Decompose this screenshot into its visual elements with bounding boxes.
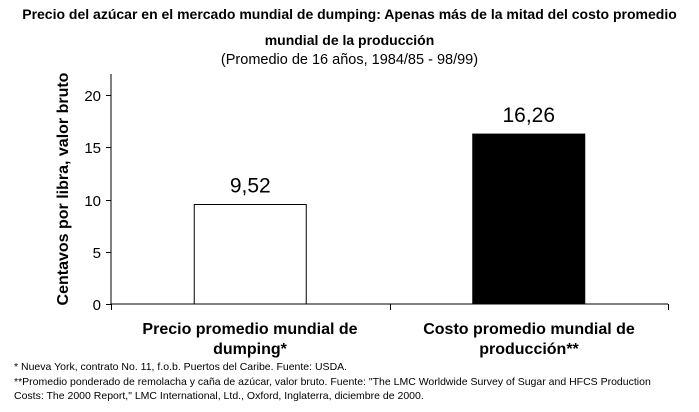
- y-axis-label: Centavos por libra, valor bruto: [55, 72, 72, 305]
- footnote-2: **Promedio ponderado de remolacha y caña…: [14, 376, 651, 388]
- footnote-1: * Nueva York, contrato No. 11, f.o.b. Pu…: [14, 361, 348, 373]
- data-label-1: 16,26: [502, 104, 555, 127]
- chart-title-line-2: mundial de la producción: [264, 32, 435, 48]
- chart-subtitle: (Promedio de 16 años, 1984/85 - 98/99): [220, 52, 479, 68]
- category-label-dumping: Precio promedio mundial de dumping*: [130, 320, 370, 360]
- y-tick-label: 0: [93, 297, 101, 314]
- y-tick-label: 10: [84, 193, 101, 210]
- bar-0: [193, 204, 307, 305]
- footnote-3: Costs: The 2000 Report," LMC Internation…: [14, 390, 424, 402]
- bar-1: [472, 133, 586, 305]
- data-label-0: 9,52: [230, 175, 271, 198]
- category-label-line: Precio promedio mundial de: [142, 321, 358, 338]
- y-tick-label: 20: [84, 88, 101, 105]
- chart-bars: [193, 133, 586, 305]
- category-label-line: producción**: [479, 341, 579, 358]
- chart-data-labels: 9,52 16,26: [230, 104, 555, 197]
- category-label-line: dumping*: [213, 341, 287, 358]
- y-tick-label: 5: [93, 245, 101, 262]
- chart-title-line-1: Precio del azúcar en el mercado mundial …: [22, 6, 677, 22]
- category-label-produccion: Costo promedio mundial de producción**: [409, 320, 649, 360]
- y-tick-label: 15: [84, 140, 101, 157]
- category-label-line: Costo promedio mundial de: [423, 321, 635, 338]
